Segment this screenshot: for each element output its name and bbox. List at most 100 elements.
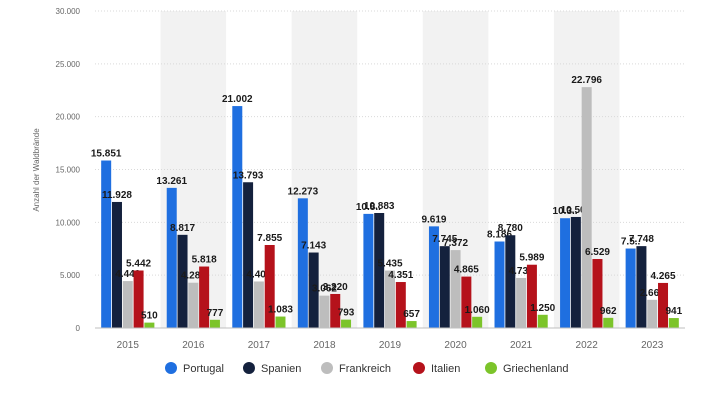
data-label: 15.851 [91,149,122,160]
legend-label: Italien [431,363,460,375]
data-label: 777 [207,308,224,319]
bar[interactable] [385,270,395,328]
legend-item[interactable]: Frankreich [321,362,391,375]
bar[interactable] [177,234,188,328]
data-label: 10.883 [364,201,395,212]
y-tick-label: 15.000 [56,166,81,175]
bar[interactable] [592,259,603,328]
bar[interactable] [668,318,679,328]
bar[interactable] [494,241,505,328]
bar[interactable] [625,248,636,328]
legend-item[interactable]: Portugal [165,362,224,375]
bar[interactable] [560,218,571,328]
bar[interactable] [450,250,461,328]
bar[interactable] [537,314,548,328]
bar[interactable] [232,106,243,329]
data-label: 13.793 [233,170,264,181]
legend-label: Spanien [261,363,301,375]
bar[interactable] [166,187,177,328]
data-label: 1.083 [268,305,293,316]
bar[interactable] [439,246,450,328]
bar[interactable] [406,321,417,328]
bar[interactable] [111,201,122,328]
data-label: 10.8.. [356,202,381,213]
data-label: 4.351 [388,270,413,281]
data-label: 13.261 [156,176,187,187]
data-label: 5.442 [126,258,151,269]
bar[interactable] [647,299,658,328]
legend-swatch [243,362,255,374]
data-label: 4.739 [509,266,534,277]
y-tick-label: 10.000 [56,218,81,227]
legend-item[interactable]: Griechenland [485,362,568,375]
bar[interactable] [472,316,483,328]
y-tick-label: 5.000 [60,271,81,280]
bar[interactable] [526,264,537,328]
x-tick-label: 2016 [182,340,205,351]
bar[interactable] [264,244,275,328]
bar[interactable] [516,277,527,328]
bar[interactable] [374,213,385,328]
y-axis-title: Anzahl der Waldbrände [32,128,41,212]
bar[interactable] [395,282,406,328]
bar[interactable] [243,182,254,328]
y-tick-label: 20.000 [56,113,81,122]
data-label: 510 [141,311,158,322]
bar[interactable] [428,226,439,328]
data-label: 8.780 [498,223,523,234]
data-label: 5.989 [519,253,544,264]
data-label: 4.285 [181,271,206,282]
data-label: 8.817 [170,223,195,234]
data-label: 22.796 [571,75,602,86]
legend-label: Griechenland [503,363,568,375]
x-tick-label: 2023 [641,340,664,351]
data-label: 3.062 [312,284,337,295]
data-label: 4.440 [115,269,140,280]
bar[interactable] [505,235,516,328]
bar[interactable] [603,317,614,328]
x-tick-label: 2015 [117,340,140,351]
x-tick-label: 2022 [576,340,599,351]
legend-swatch [321,362,333,374]
legend-swatch [165,362,177,374]
data-label: 657 [403,309,420,320]
data-label: 10.507 [561,205,592,216]
bar[interactable] [319,295,330,328]
bar[interactable] [101,160,112,328]
bar[interactable] [461,276,472,328]
bar[interactable] [330,293,341,328]
bar[interactable] [199,266,210,328]
data-label: 3.220 [323,282,348,293]
bar[interactable] [144,322,155,328]
bar[interactable] [658,282,669,328]
legend-swatch [485,362,497,374]
x-tick-label: 2018 [313,340,336,351]
data-label: 2.666 [640,288,665,299]
bar[interactable] [363,213,374,328]
legend-item[interactable]: Italien [413,362,460,375]
bar[interactable] [581,87,592,328]
data-label: 6.529 [585,247,610,258]
bar[interactable] [308,252,319,328]
data-label: 7.5.. [621,237,641,248]
data-label: 5.435 [377,259,402,270]
data-label: 1.060 [465,305,490,316]
data-label: 9.619 [421,214,446,225]
bar[interactable] [253,281,264,328]
legend-item[interactable]: Spanien [243,362,301,375]
data-label: 4.865 [454,265,479,276]
bar[interactable] [636,246,647,328]
legend-swatch [413,362,425,374]
bar[interactable] [188,282,199,328]
bar[interactable] [122,281,133,328]
bar[interactable] [275,316,286,328]
bar[interactable] [209,319,220,328]
data-label: 7.855 [257,233,282,244]
x-tick-label: 2017 [248,340,271,351]
bar[interactable] [133,270,144,328]
bar[interactable] [297,198,308,328]
bar[interactable] [570,216,581,328]
bar[interactable] [341,319,352,328]
